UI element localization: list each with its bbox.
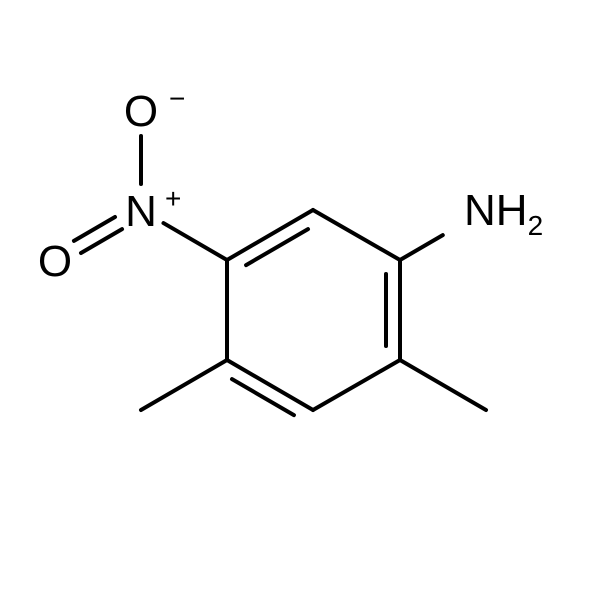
atom-label: O — [124, 87, 158, 136]
bond-line — [313, 360, 400, 410]
atom-label: O — [38, 237, 72, 286]
bond-line — [141, 360, 227, 410]
charge-label: − — [169, 83, 185, 114]
bond-line — [313, 210, 400, 260]
bond-line — [246, 229, 308, 265]
atom-label: N — [125, 187, 157, 236]
bond-line — [163, 223, 227, 260]
charge-label: + — [165, 183, 181, 214]
bond-line — [400, 360, 486, 410]
bond-line — [232, 379, 294, 415]
molecule-diagram: NH2N+OO− — [0, 0, 600, 600]
atom-label: NH2 — [464, 186, 543, 241]
bond-line — [400, 235, 443, 260]
